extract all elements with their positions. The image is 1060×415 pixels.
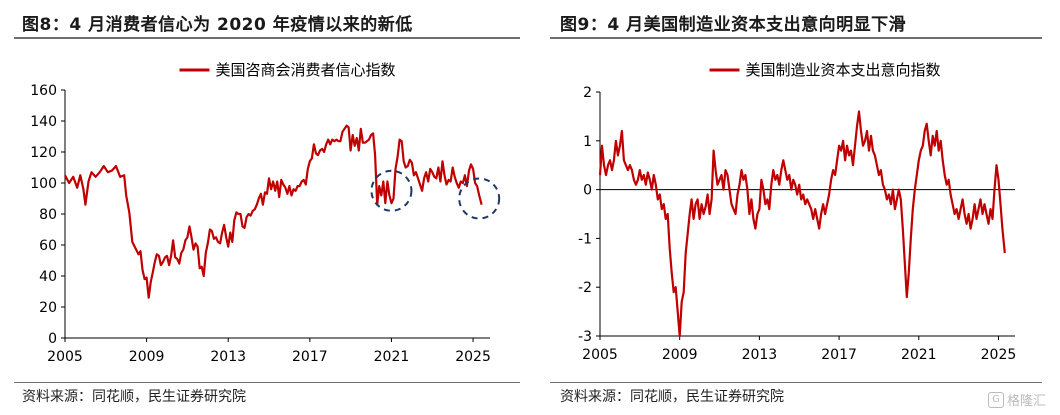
left-x-tick-label: 2005 (47, 349, 83, 365)
left-x-tick-label: 2025 (455, 349, 491, 365)
left-series-line (64, 124, 483, 299)
right-y-tick-label: 2 (583, 85, 592, 101)
left-highlight-circle (370, 169, 413, 212)
right-x-tick-label: 2021 (901, 347, 937, 363)
left-x-tick-label: 2009 (129, 349, 165, 365)
left-x-tick-label: 2017 (292, 349, 328, 365)
left-y-tick-label: 80 (39, 207, 57, 223)
right-y-tick-label: -1 (578, 231, 592, 247)
right-x-tick-label: 2013 (742, 347, 778, 363)
left-highlight-circle (458, 177, 501, 220)
left-title-rule (14, 37, 520, 39)
right-chart-panel: 图9：4 月美国制造业资本支出意向明显下滑 -3 -2 -1 0 1 2 2005 2009 2… (530, 0, 1060, 415)
right-x-tick-label: 2017 (821, 347, 857, 363)
left-y-tick-label: 100 (30, 176, 57, 192)
left-legend-label: 美国咨商会消费者信心指数 (216, 61, 396, 79)
left-chart-source: 资料来源：同花顺，民生证券研究院 (22, 389, 246, 405)
right-y-tick-label: -3 (578, 329, 592, 345)
right-x-tick-label: 2009 (662, 347, 698, 363)
left-legend: 美国咨商会消费者信心指数 (179, 61, 396, 79)
right-chart-source: 资料来源：同花顺，民生证券研究院 (560, 389, 784, 405)
right-y-tick-label: 0 (583, 183, 592, 199)
capex-intentions-chart: -3 -2 -1 0 1 2 2005 2009 2013 2017 2021 2025 美国制造业资本… (578, 61, 1017, 363)
right-y-tick-label: -2 (578, 280, 592, 296)
left-y-tick-label: 40 (39, 269, 57, 285)
left-y-tick-label: 20 (39, 300, 57, 316)
left-source-rule (14, 382, 520, 383)
left-y-tick-label: 160 (30, 83, 57, 99)
consumer-confidence-chart: 0 20 40 60 80 100 120 140 160 2005 2009 2013 2017 202… (30, 61, 501, 365)
left-chart-panel: 图8：4 月消费者信心为 2020 年疫情以来的新低 0 20 40 60 80 100 1… (14, 15, 520, 405)
left-y-tick-label: 60 (39, 238, 57, 254)
watermark: G 格隆汇 (987, 390, 1046, 409)
right-series-line (598, 110, 1006, 338)
right-legend-label: 美国制造业资本支出意向指数 (746, 61, 941, 79)
right-source-rule (550, 382, 1042, 383)
left-x-tick-label: 2021 (374, 349, 410, 365)
right-x-tick-label: 2025 (981, 347, 1017, 363)
left-chart-title: 图8：4 月消费者信心为 2020 年疫情以来的新低 (22, 15, 413, 35)
right-chart-title: 图9：4 月美国制造业资本支出意向明显下滑 (560, 15, 907, 35)
gelonghui-logo-icon: G (987, 391, 1004, 408)
right-y-tick-label: 1 (583, 134, 592, 150)
left-x-tick-label: 2013 (210, 349, 246, 365)
right-x-tick-label: 2005 (582, 347, 618, 363)
watermark-text: 格隆汇 (1006, 394, 1046, 409)
left-y-tick-label: 140 (30, 114, 57, 130)
left-y-tick-label: 120 (30, 145, 57, 161)
left-y-tick-label: 0 (48, 331, 57, 347)
right-title-rule (550, 37, 1042, 39)
right-legend: 美国制造业资本支出意向指数 (709, 61, 941, 79)
